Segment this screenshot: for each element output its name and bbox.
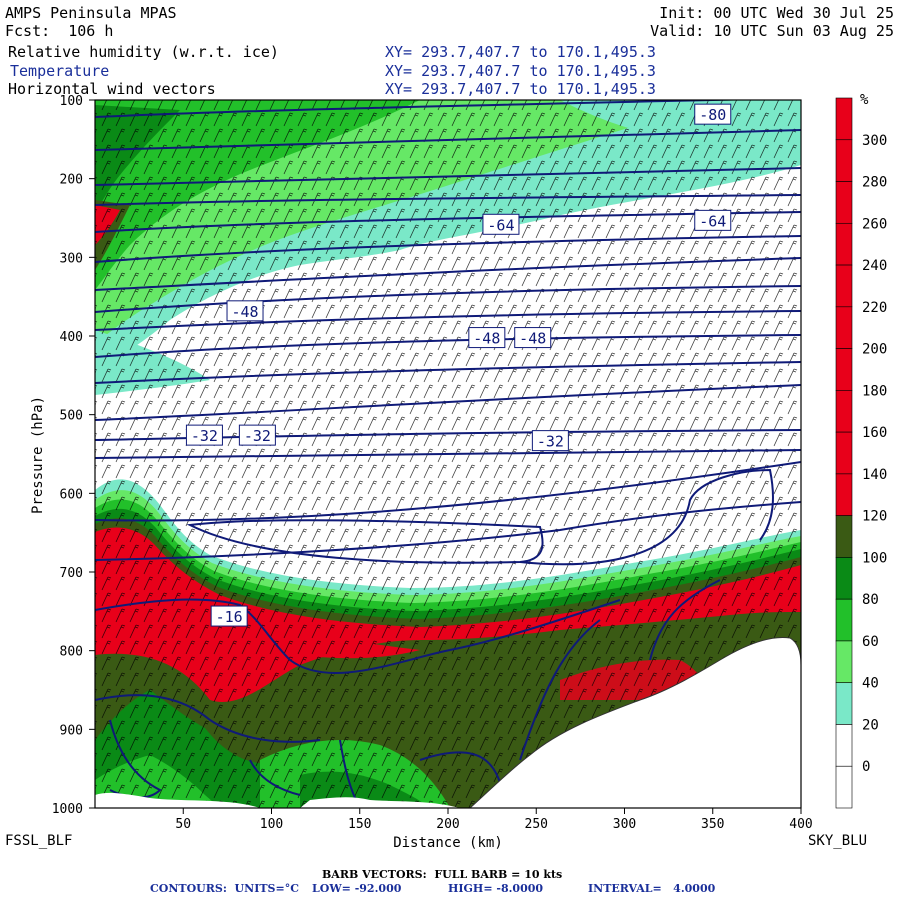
rh-shading: [95, 100, 801, 808]
colorbar-level: 160: [862, 425, 887, 441]
contour-label: -64: [487, 216, 514, 234]
contour-label-box: [210, 605, 248, 627]
field-xy-wind: XY= 293.7,407.7 to 170.1,495.3: [385, 80, 656, 98]
x-tick-label: 250: [525, 817, 548, 832]
colorbar-level: 260: [862, 216, 887, 232]
contour-labels: -80 -64 -64 -48 -48 -48 -32 -32 -32 -16: [185, 103, 732, 627]
contour-label: -48: [519, 330, 546, 348]
y-tick-label: 200: [60, 173, 83, 188]
contours-low: LOW= -92.000: [312, 882, 402, 895]
contour-label: -32: [537, 433, 564, 451]
colorbar-level: 60: [862, 634, 879, 650]
y-axis-label: Pressure (hPa): [30, 396, 46, 514]
y-tick-label: 900: [60, 723, 83, 738]
colorbar-segment: [835, 724, 853, 767]
x-tick-label: 200: [436, 817, 459, 832]
colorbar-level: 20: [862, 717, 879, 733]
y-tick-label: 800: [60, 645, 83, 660]
colorbar-level: 220: [862, 300, 887, 316]
colorbar-level: 240: [862, 258, 887, 274]
contour-label-box: [482, 213, 520, 235]
valid-time: Valid: 10 UTC Sun 03 Aug 25: [650, 22, 894, 40]
y-tick-label: 100: [60, 94, 83, 109]
colorbar-segment: [835, 682, 853, 725]
colorbar-segment: [835, 557, 853, 600]
colorbar-segment: [835, 139, 853, 182]
init-time: Init: 00 UTC Wed 30 Jul 25: [659, 4, 894, 22]
barb-vectors-note: BARB VECTORS: FULL BARB = 10 kts: [322, 868, 563, 881]
y-tick-label: 300: [60, 251, 83, 266]
colorbar-level: 80: [862, 592, 879, 608]
colorbar-segment: [835, 390, 853, 433]
colorbar-level: 0: [862, 759, 870, 775]
colorbar-level: 200: [862, 342, 887, 358]
contour-label-box: [185, 424, 223, 446]
colorbar-segment: [835, 222, 853, 266]
colorbar-level: 120: [862, 509, 887, 525]
left-endpoint-label: FSSL_BLF: [5, 833, 72, 849]
contour-label-box: [694, 103, 732, 125]
y-tick-label: 700: [60, 566, 83, 581]
colorbar-unit: %: [860, 92, 869, 108]
x-axis: 50 100 150 200 250 300 350 400: [175, 808, 813, 832]
colorbar-level: 140: [862, 467, 887, 483]
colorbar-segment: [835, 97, 853, 141]
contour-label-box: [468, 327, 506, 349]
colorbar-level: 180: [862, 383, 887, 399]
contour-label: -64: [699, 212, 726, 230]
x-axis-label: Distance (km): [393, 835, 503, 851]
field-label-temperature: Temperature: [10, 62, 110, 80]
field-label-wind: Horizontal wind vectors: [8, 80, 216, 98]
colorbar-segment: [835, 348, 853, 391]
model-title: AMPS Peninsula MPAS: [5, 4, 177, 22]
y-tick-label: 500: [60, 409, 83, 424]
colorbar-segment: [835, 473, 853, 516]
contours-interval: INTERVAL= 4.0000: [588, 882, 716, 895]
field-label-rh: Relative humidity (w.r.t. ice): [8, 43, 279, 61]
colorbar-segment: [835, 515, 853, 558]
contours-units: CONTOURS: UNITS=°C: [150, 882, 299, 895]
colorbar-level: 40: [862, 676, 879, 692]
colorbar-segment: [835, 264, 853, 308]
contour-label-box: [238, 424, 276, 446]
field-xy-temperature: XY= 293.7,407.7 to 170.1,495.3: [385, 62, 656, 80]
colorbar-segment: [835, 640, 853, 684]
x-tick-label: 350: [701, 817, 724, 832]
forecast-hour: Fcst: 106 h: [5, 22, 114, 40]
colorbar-level: 280: [862, 175, 887, 191]
contour-label-box: [694, 209, 732, 231]
contour-label: -16: [216, 608, 243, 626]
y-tick-label: 600: [60, 487, 83, 502]
x-tick-label: 50: [175, 817, 191, 832]
colorbar-segment: [835, 431, 853, 475]
y-tick-label: 400: [60, 330, 83, 345]
x-tick-label: 150: [348, 817, 371, 832]
y-tick-label: 1000: [52, 802, 83, 817]
contour-label: -32: [244, 427, 271, 445]
colorbar-segment: [835, 765, 853, 809]
temperature-contours: [95, 100, 801, 808]
colorbar-segment: [835, 306, 853, 349]
contour-label-box: [531, 430, 569, 452]
colorbar-level: 100: [862, 550, 887, 566]
x-tick-label: 300: [613, 817, 636, 832]
x-tick-label: 100: [260, 817, 283, 832]
colorbar: 3002802602402202001801601401201008060402…: [835, 97, 887, 809]
colorbar-segment: [835, 598, 853, 642]
contours-high: HIGH= -8.0000: [448, 882, 544, 895]
colorbar-segment: [835, 181, 853, 224]
contour-label-box: [514, 327, 552, 349]
contour-label: -32: [191, 427, 218, 445]
y-axis: 100 200 300 400 500 600 700 800 900 1000: [52, 94, 95, 817]
contour-label: -80: [699, 106, 726, 124]
contour-label: -48: [473, 330, 500, 348]
field-xy-rh: XY= 293.7,407.7 to 170.1,495.3: [385, 43, 656, 61]
contour-label-box: [226, 300, 264, 322]
x-tick-label: 400: [789, 817, 812, 832]
terrain-mask: [95, 637, 801, 808]
colorbar-level: 300: [862, 133, 887, 149]
contour-label: -48: [231, 303, 258, 321]
right-endpoint-label: SKY_BLU: [808, 833, 867, 849]
